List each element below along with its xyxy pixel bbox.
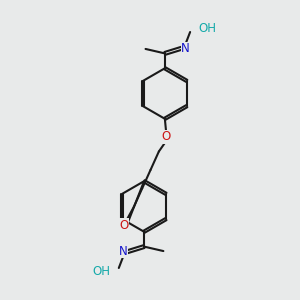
Text: O: O (162, 130, 171, 143)
Text: OH: OH (198, 22, 216, 35)
Text: N: N (181, 42, 190, 55)
Text: OH: OH (92, 265, 110, 278)
Text: N: N (119, 245, 128, 258)
Text: O: O (119, 219, 128, 232)
